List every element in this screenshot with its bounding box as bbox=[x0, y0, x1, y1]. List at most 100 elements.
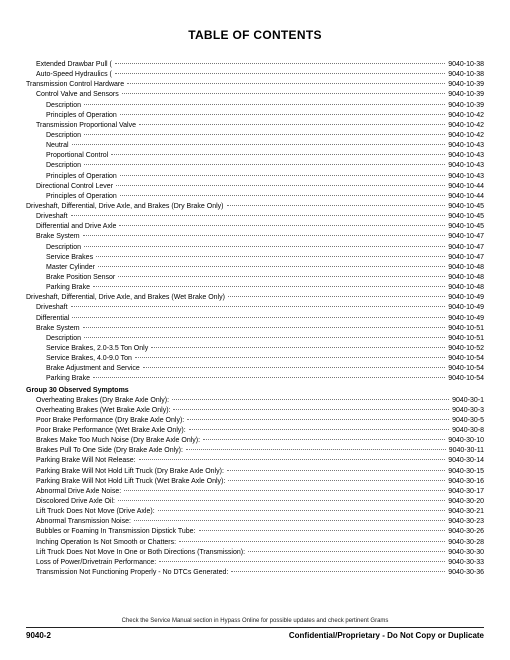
toc-leader-dots bbox=[120, 114, 445, 115]
toc-page-number: 9040-30-3 bbox=[450, 406, 484, 416]
toc-label: Transmission Control Hardware bbox=[26, 80, 126, 90]
toc-page-number: 9040-10-48 bbox=[446, 283, 484, 293]
toc-entry: Service Brakes 9040-10-47 bbox=[26, 253, 484, 263]
toc-label: Discolored Drive Axle Oil: bbox=[26, 497, 117, 507]
toc-label: Lift Truck Does Not Move (Drive Axle): bbox=[26, 507, 157, 517]
toc-page-number: 9040-30-21 bbox=[446, 507, 484, 517]
toc-entry: Description 9040-10-47 bbox=[26, 243, 484, 253]
toc-page-number: 9040-30-28 bbox=[446, 538, 484, 548]
toc-leader-dots bbox=[199, 530, 446, 531]
toc-page-number: 9040-10-44 bbox=[446, 182, 484, 192]
toc-leader-dots bbox=[203, 439, 445, 440]
toc-entry: Driveshaft, Differential, Drive Axle, an… bbox=[26, 202, 484, 212]
toc-entry: Differential 9040-10-49 bbox=[26, 314, 484, 324]
toc-page-number: 9040-10-42 bbox=[446, 111, 484, 121]
toc-leader-dots bbox=[84, 134, 445, 135]
toc-label: Principles of Operation bbox=[26, 172, 119, 182]
toc-label: Description bbox=[26, 131, 83, 141]
toc-page-number: 9040-30-14 bbox=[446, 456, 484, 466]
toc-label: Brake System bbox=[26, 324, 82, 334]
toc-label: Driveshaft, Differential, Drive Axle, an… bbox=[26, 202, 226, 212]
toc-leader-dots bbox=[119, 225, 445, 226]
toc-leader-dots bbox=[189, 429, 449, 430]
toc-label: Parking Brake bbox=[26, 283, 92, 293]
toc-leader-dots bbox=[134, 520, 445, 521]
footer-note: Check the Service Manual section in Hypa… bbox=[0, 618, 510, 624]
toc-entry: Description 9040-10-39 bbox=[26, 101, 484, 111]
toc-page-number: 9040-10-54 bbox=[446, 354, 484, 364]
toc-label: Brake System bbox=[26, 232, 82, 242]
toc-entry: Control Valve and Sensors 9040-10-39 bbox=[26, 90, 484, 100]
toc-leader-dots bbox=[120, 195, 445, 196]
toc-leader-dots bbox=[151, 347, 445, 348]
toc-leader-dots bbox=[248, 551, 445, 552]
toc-leader-dots bbox=[120, 175, 445, 176]
toc-page-number: 9040-10-45 bbox=[446, 202, 484, 212]
toc-entry: Brake Position Sensor 9040-10-48 bbox=[26, 273, 484, 283]
toc-page-number: 9040-10-44 bbox=[446, 192, 484, 202]
toc-label: Service Brakes, 4.0-9.0 Ton bbox=[26, 354, 134, 364]
toc-page-number: 9040-30-15 bbox=[446, 467, 484, 477]
toc-leader-dots bbox=[139, 459, 446, 460]
toc-leader-dots bbox=[83, 235, 446, 236]
toc-leader-dots bbox=[186, 449, 446, 450]
toc-leader-dots bbox=[118, 276, 445, 277]
toc-leader-dots bbox=[143, 367, 445, 368]
toc-leader-dots bbox=[227, 205, 446, 206]
toc-entry: Master Cylinder 9040-10-48 bbox=[26, 263, 484, 273]
toc-leader-dots bbox=[115, 73, 445, 74]
toc-label: Abnormal Transmission Noise: bbox=[26, 517, 133, 527]
toc-label: Differential bbox=[26, 314, 71, 324]
toc-entry: Overheating Brakes (Wet Brake Axle Only)… bbox=[26, 406, 484, 416]
toc-page-number: 9040-30-26 bbox=[446, 527, 484, 537]
toc-page-number: 9040-10-43 bbox=[446, 151, 484, 161]
toc-page-number: 9040-10-45 bbox=[446, 212, 484, 222]
toc-page-number: 9040-10-48 bbox=[446, 263, 484, 273]
toc-leader-dots bbox=[84, 164, 445, 165]
toc-entry: Parking Brake Will Not Hold Lift Truck (… bbox=[26, 477, 484, 487]
toc-page-number: 9040-10-43 bbox=[446, 161, 484, 171]
toc-page-number: 9040-10-52 bbox=[446, 344, 484, 354]
toc-entry: Abnormal Drive Axle Noise: 9040-30-17 bbox=[26, 487, 484, 497]
toc-page-number: 9040-30-8 bbox=[450, 426, 484, 436]
toc-leader-dots bbox=[139, 124, 445, 125]
toc-entry: Auto-Speed Hydraulics ( 9040-10-38 bbox=[26, 70, 484, 80]
toc-label: Service Brakes bbox=[26, 253, 95, 263]
toc-leader-dots bbox=[83, 327, 446, 328]
toc-page-number: 9040-10-54 bbox=[446, 364, 484, 374]
toc-leader-dots bbox=[71, 215, 446, 216]
toc-label: Description bbox=[26, 161, 83, 171]
toc-page-number: 9040-30-11 bbox=[447, 446, 484, 456]
toc-entry: Poor Brake Performance (Wet Brake Axle O… bbox=[26, 426, 484, 436]
toc-entry: Service Brakes, 4.0-9.0 Ton 9040-10-54 bbox=[26, 354, 484, 364]
toc-label: Service Brakes, 2.0-3.5 Ton Only bbox=[26, 344, 150, 354]
toc-label: Principles of Operation bbox=[26, 192, 119, 202]
toc-entry: Abnormal Transmission Noise: 9040-30-23 bbox=[26, 517, 484, 527]
toc-page-number: 9040-30-23 bbox=[446, 517, 484, 527]
toc-page-number: 9040-10-39 bbox=[446, 80, 484, 90]
toc-label: Transmission Not Functioning Properly - … bbox=[26, 568, 230, 578]
toc-label: Directional Control Lever bbox=[26, 182, 115, 192]
toc-leader-dots bbox=[228, 480, 445, 481]
toc-label: Parking Brake Will Not Hold Lift Truck (… bbox=[26, 467, 226, 477]
toc-leader-dots bbox=[93, 286, 445, 287]
toc-page-number: 9040-10-39 bbox=[446, 101, 484, 111]
toc-label: Transmission Proportional Valve bbox=[26, 121, 138, 131]
toc-leader-dots bbox=[158, 510, 446, 511]
toc-entry: Directional Control Lever 9040-10-44 bbox=[26, 182, 484, 192]
toc-entry: Principles of Operation 9040-10-42 bbox=[26, 111, 484, 121]
toc-page-number: 9040-10-43 bbox=[446, 141, 484, 151]
toc-entry: Overheating Brakes (Dry Brake Axle Only)… bbox=[26, 396, 484, 406]
toc-entry: Poor Brake Performance (Dry Brake Axle O… bbox=[26, 416, 484, 426]
toc-entry: Description 9040-10-42 bbox=[26, 131, 484, 141]
toc-leader-dots bbox=[173, 409, 449, 410]
toc-leader-dots bbox=[71, 306, 446, 307]
toc-leader-dots bbox=[227, 470, 445, 471]
toc-leader-dots bbox=[98, 266, 445, 267]
toc-page-number: 9040-10-43 bbox=[446, 172, 484, 182]
page-title: TABLE OF CONTENTS bbox=[26, 28, 484, 42]
toc-page-number: 9040-10-49 bbox=[446, 293, 484, 303]
toc-page-number: 9040-30-5 bbox=[450, 416, 484, 426]
toc-label: Master Cylinder bbox=[26, 263, 97, 273]
toc-leader-dots bbox=[231, 571, 445, 572]
